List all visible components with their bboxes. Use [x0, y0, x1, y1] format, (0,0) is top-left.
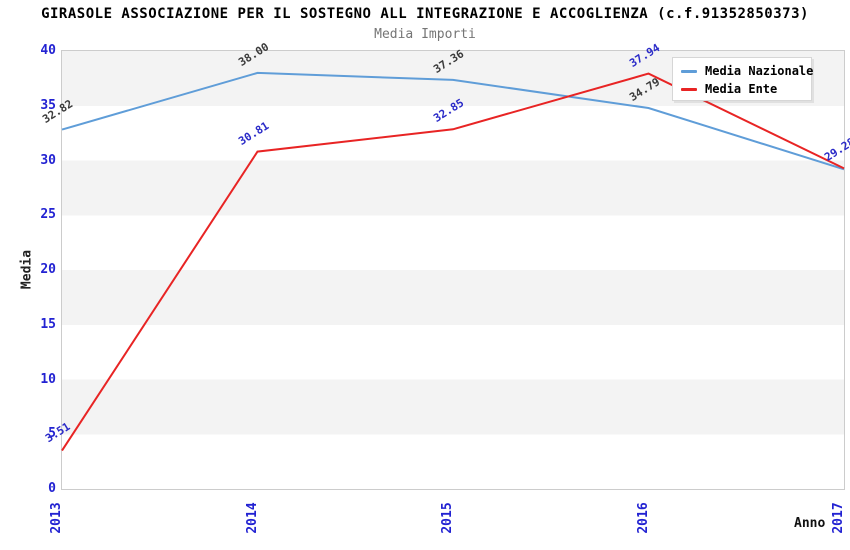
legend-line-red-icon [681, 87, 697, 91]
chart-canvas [61, 71, 845, 452]
x-tick-label: 2016 [635, 502, 651, 534]
chart-title: GIRASOLE ASSOCIAZIONE PER IL SOSTEGNO AL… [41, 6, 809, 22]
y-tick-label: 35 [40, 97, 56, 113]
x-tick-label: 2014 [244, 502, 260, 534]
series-line-media-nazionale [61, 71, 845, 171]
y-tick-label: 40 [40, 43, 56, 58]
legend-label: Media Nazionale [705, 64, 814, 78]
series-line-media-ente [61, 72, 845, 452]
x-tick-label: 2015 [440, 502, 455, 534]
y-tick-label: 0 [48, 481, 56, 496]
y-tick-label: 20 [40, 262, 56, 277]
legend-label: Media Ente [705, 82, 778, 96]
legend-item-media-ente: Media Ente [681, 81, 803, 97]
plot-area [61, 50, 845, 490]
x-axis-title: Anno [794, 516, 826, 531]
y-tick-label: 15 [40, 316, 56, 332]
legend-box: Media Nazionale Media Ente [672, 57, 813, 101]
y-tick-label: 25 [40, 207, 56, 223]
x-tick-label: 2013 [49, 502, 64, 534]
x-tick-label: 2017 [831, 502, 846, 534]
y-tick-label: 5 [48, 426, 56, 442]
legend-line-blue-icon [681, 69, 697, 73]
chart-subtitle: Media Importi [374, 27, 476, 42]
y-tick-label: 30 [40, 152, 56, 168]
y-tick-label: 10 [40, 371, 56, 387]
legend-item-media-nazionale: Media Nazionale [681, 63, 813, 79]
